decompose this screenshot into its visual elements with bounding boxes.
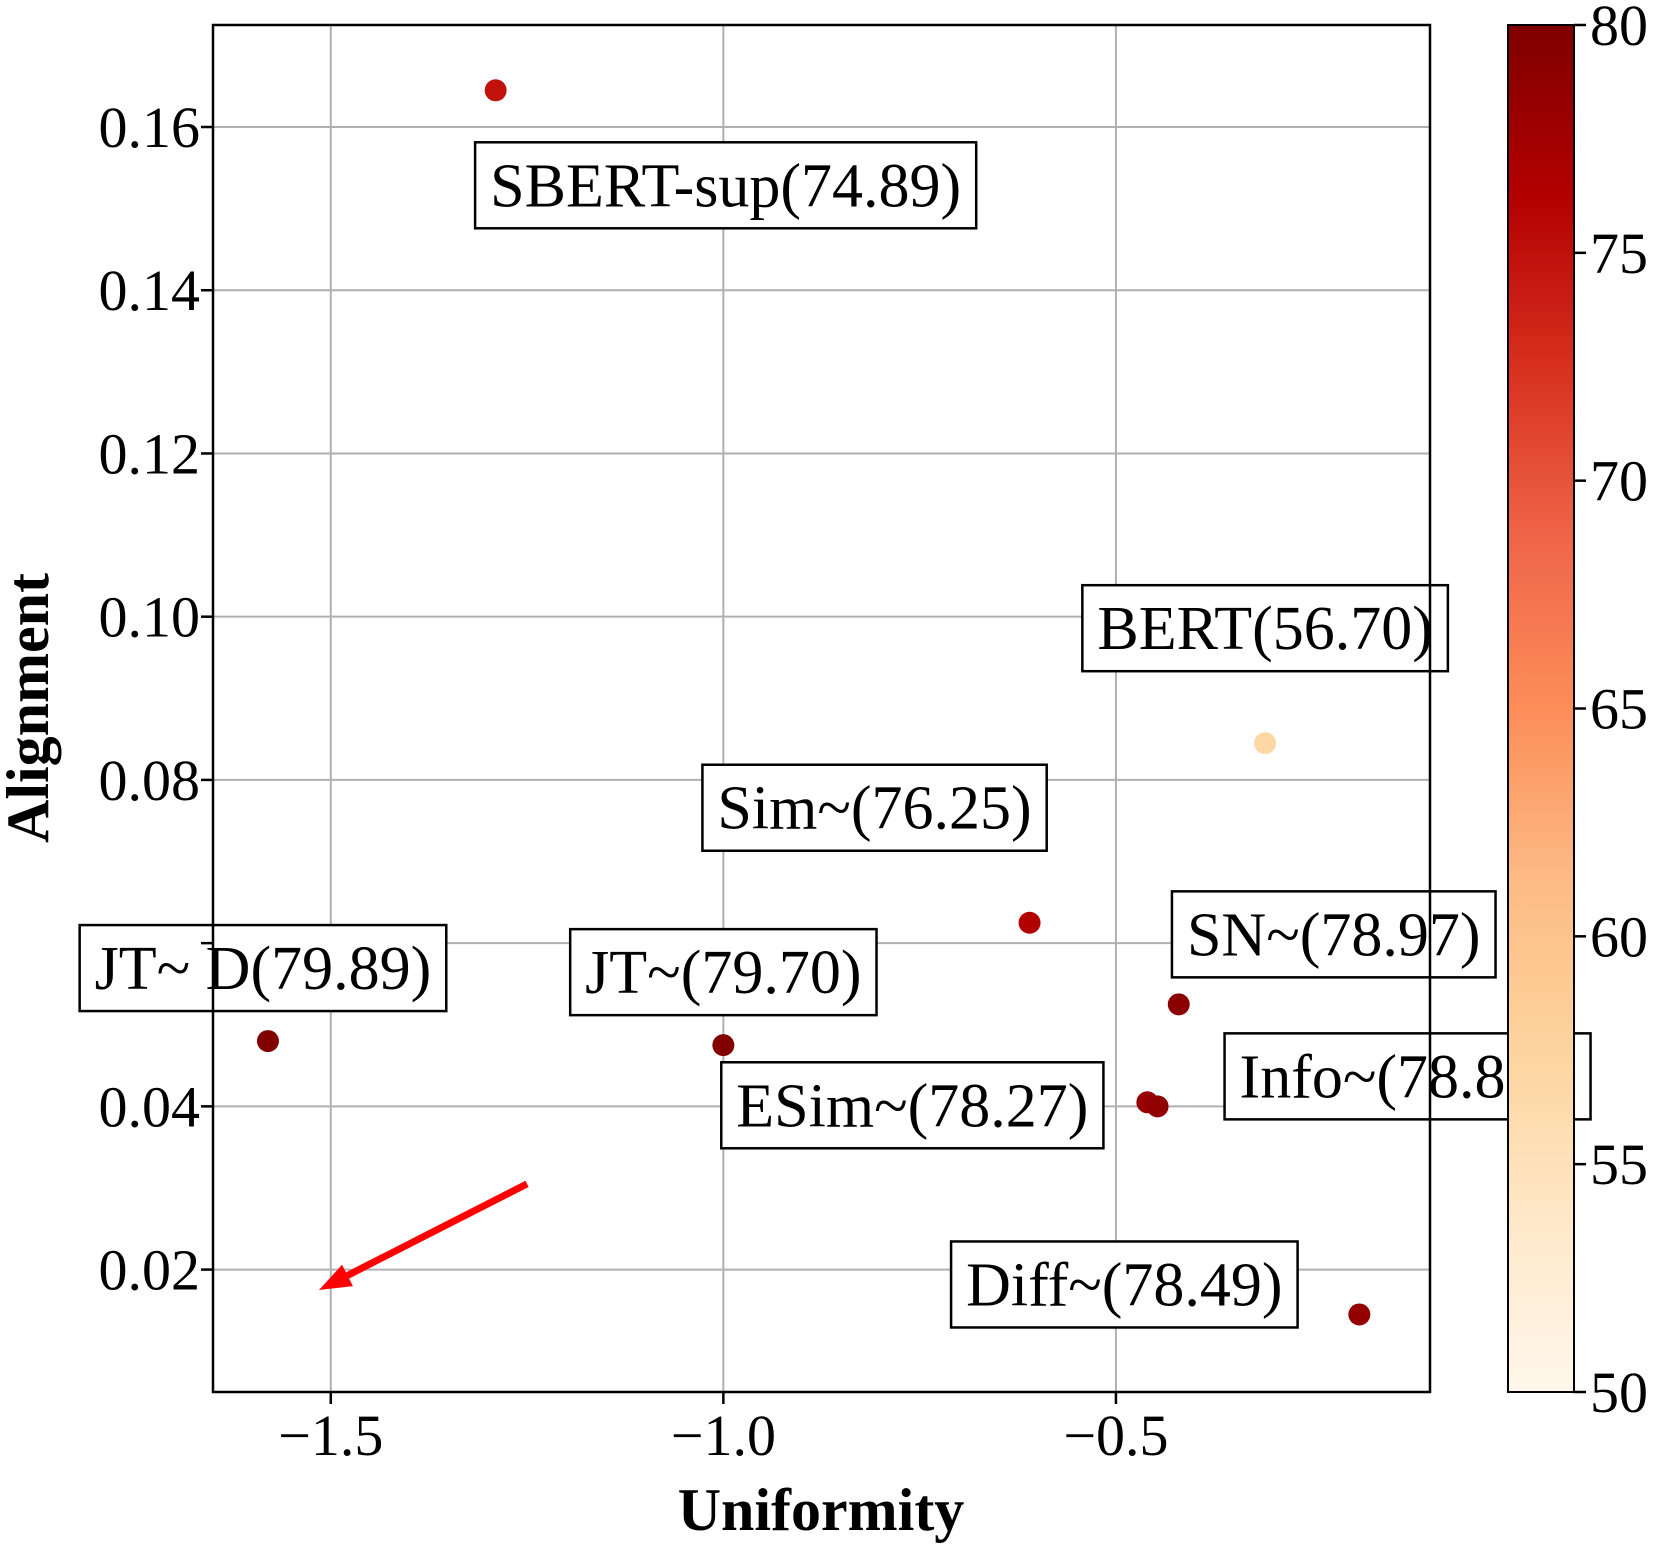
point-label-text: BERT(56.70) [1097,595,1433,663]
y-axis-title: Alignment [0,573,61,843]
point-label-text: Info~(78.8 [1240,1043,1506,1111]
y-tick-label: 0.10 [99,585,201,650]
y-tick-label: 0.08 [99,748,201,813]
colorbar-tick-label: 75 [1590,221,1648,286]
scatter-point [1146,1095,1169,1118]
scatter-point [1254,732,1277,755]
colorbar: 50 55 60 65 70 75 80 [1507,0,1648,1425]
scatter-point [1018,911,1041,934]
point-label-text: SN~(78.97) [1187,901,1481,969]
scatter-point [484,79,507,102]
point-label-text: Sim~(76.25) [717,775,1031,843]
plot-frame [211,23,1432,1394]
colorbar-tick-label: 50 [1590,1360,1648,1425]
y-tick-label: 0.04 [99,1074,201,1139]
x-tick-label: −0.5 [1063,1403,1168,1468]
point-label-box: ESim~(78.27) [720,1061,1105,1150]
y-tick-label: 0.02 [99,1238,201,1303]
point-label-text: Diff~(78.49) [966,1251,1283,1319]
y-tick-label: 0.16 [99,95,201,160]
label-box-frame [568,927,878,1017]
point-label-text: JT~(79.70) [585,939,861,1007]
colorbar-tick-label: 60 [1590,904,1648,969]
point-label-box: JT~ D(79.89) [78,923,448,1013]
point-label-text: JT~ D(79.89) [95,935,432,1003]
label-box-frame [1081,583,1450,673]
point-label-box: Diff~(78.49) [949,1240,1299,1329]
colorbar-gradient [1507,24,1575,1393]
point-label-text: SBERT-sup(74.89) [490,152,961,220]
point-label-box: JT~(79.70) [568,927,878,1017]
label-box-frame [949,1240,1299,1329]
y-tick-label: 0.14 [99,258,201,323]
x-tick-label: −1.0 [671,1403,776,1468]
colorbar-tick-label: 55 [1590,1132,1648,1197]
y-axis-ticks: 0.02 0.04 0.08 0.10 0.12 0.14 0.16 [99,95,213,1303]
point-label-box: SBERT-sup(74.89) [473,141,978,230]
y-tick-label: 0.12 [99,421,201,486]
label-box-frame [78,923,448,1013]
colorbar-ticks: 50 55 60 65 70 75 80 [1574,0,1648,1425]
colorbar-tick-label: 65 [1590,677,1648,742]
arrow-shaft [345,1180,529,1279]
point-label-text: ESim~(78.27) [736,1072,1088,1140]
label-box-frame [1170,890,1497,979]
label-box-frame [720,1061,1105,1150]
arrow-head [318,1264,353,1290]
point-label-box: BERT(56.70) [1081,583,1450,673]
grid-lines [213,25,1430,1392]
point-label-box: Sim~(76.25) [701,763,1048,852]
point-label-box: SN~(78.97) [1170,890,1497,979]
scatter-point [712,1034,735,1057]
label-box-frame [473,141,978,230]
colorbar-tick-label: 80 [1590,0,1648,58]
scatter-point [1348,1303,1371,1326]
label-box-frame [701,763,1048,852]
scatter-point [256,1030,279,1053]
scatter-point [1167,993,1190,1016]
data-points [256,79,1371,1326]
x-axis-ticks: −1.5 −1.0 −0.5 [278,1392,1169,1468]
x-tick-label: −1.5 [278,1403,383,1468]
x-axis-title: Uniformity [678,1477,965,1543]
colorbar-tick-label: 70 [1590,449,1648,514]
point-labels: SBERT-sup(74.89) BERT(56.70) Sim~(76.25) SN… [78,141,1592,1329]
arrow-annotation [318,1180,529,1290]
